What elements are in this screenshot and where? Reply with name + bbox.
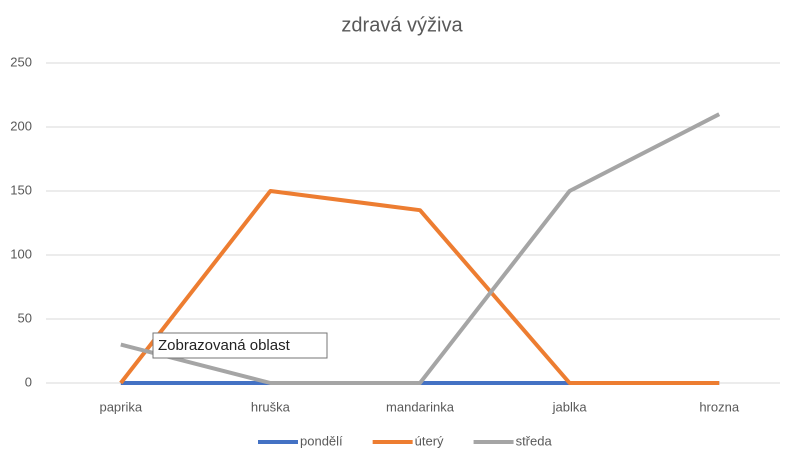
y-tick-label: 100 — [10, 246, 32, 261]
x-tick-label: hrozna — [699, 399, 740, 414]
chart-title: zdravá výživa — [341, 14, 463, 36]
y-tick-label: 200 — [10, 118, 32, 133]
series-line — [119, 189, 720, 385]
y-tick-label: 0 — [25, 374, 32, 389]
legend-label: úterý — [415, 433, 444, 448]
x-tick-label: paprika — [99, 399, 142, 414]
tooltip-box — [152, 332, 328, 359]
x-tick-label: mandarinka — [386, 399, 455, 414]
legend-label: pondělí — [300, 433, 343, 448]
y-tick-label: 50 — [18, 310, 32, 325]
legend-label: středa — [516, 433, 553, 448]
y-tick-label: 150 — [10, 182, 32, 197]
tooltip-text: Zobrazovaná oblast — [158, 337, 291, 354]
y-tick-label: 250 — [10, 54, 32, 69]
series-line — [120, 112, 721, 385]
x-tick-label: jablka — [552, 399, 588, 414]
x-tick-label: hruška — [251, 399, 291, 414]
